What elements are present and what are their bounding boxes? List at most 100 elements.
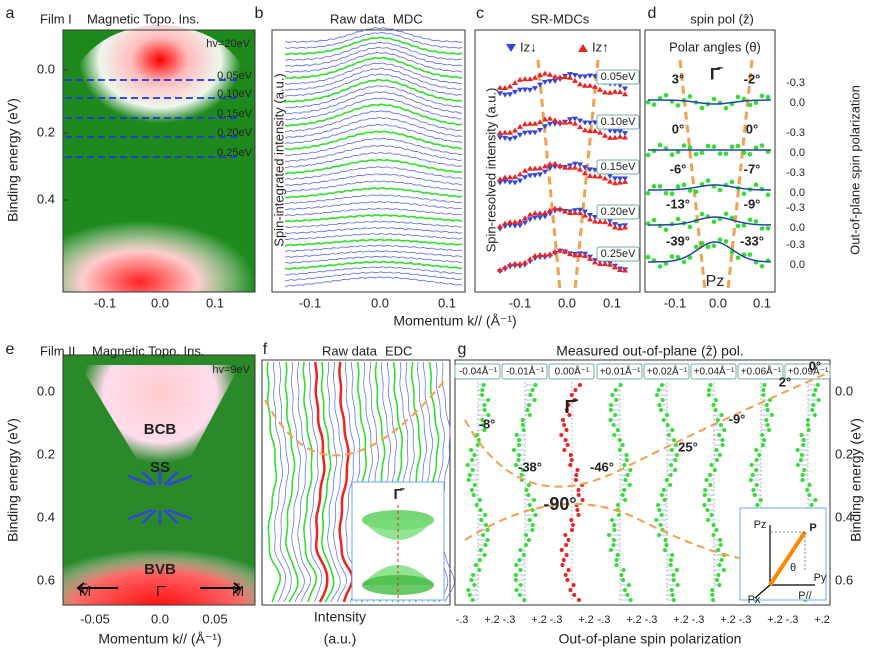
pol-point (533, 513, 538, 517)
pol-point (714, 448, 719, 452)
pol-point (795, 448, 800, 452)
sr-marker (497, 176, 503, 182)
pol-point (681, 182, 687, 187)
pol-point (608, 548, 613, 552)
mdc-curve (284, 32, 463, 49)
pol-point (673, 458, 678, 462)
photon-energy: hv=9eV (212, 364, 250, 376)
sr-marker (587, 172, 593, 178)
pol-point (669, 463, 674, 467)
pol-point (478, 548, 483, 552)
sr-marker (592, 83, 598, 89)
pol-point (711, 523, 716, 527)
pol-point (754, 448, 759, 452)
mdc-curve (284, 250, 463, 258)
pol-point (570, 528, 574, 532)
pol-point (518, 548, 523, 552)
pol-point (662, 498, 667, 502)
pol-point (706, 518, 710, 522)
inset-dash (770, 531, 806, 570)
pol-point (475, 443, 480, 447)
pol-point (673, 468, 678, 472)
sr-marker (512, 223, 518, 229)
sr-marker (552, 73, 558, 79)
sr-marker (527, 76, 533, 82)
sr-marker (602, 132, 608, 138)
pol-point (613, 413, 618, 417)
pol-point (709, 463, 714, 467)
pol-point (619, 573, 624, 577)
pol-point (483, 543, 488, 547)
pol-point (703, 488, 708, 492)
sr-marker (512, 79, 518, 85)
pol-point (571, 583, 576, 587)
pol-point (466, 588, 471, 592)
sr-marker (617, 225, 623, 231)
pol-point (482, 553, 487, 557)
pol-point (561, 558, 566, 562)
y-tick-label: -0.3 (786, 202, 805, 214)
sr-marker (582, 170, 588, 176)
mdc-curve (284, 244, 463, 253)
pol-point (687, 188, 693, 193)
sr-marker (537, 72, 543, 78)
pol-point (699, 211, 705, 217)
panel-letter: c (476, 5, 484, 22)
pol-point (713, 408, 718, 412)
cut-box (596, 246, 640, 262)
pol-fit (648, 216, 771, 226)
pol-point (735, 255, 741, 261)
sr-marker (567, 119, 573, 125)
pol-point (752, 493, 757, 497)
sr-marker (552, 78, 558, 84)
sr-marker (607, 221, 613, 227)
pol-point (693, 152, 699, 157)
pol-point (712, 468, 717, 472)
pol-point (798, 458, 803, 462)
sr-marker (497, 91, 503, 97)
angle-label: -33° (740, 233, 764, 248)
cut-label: 0.10eV (601, 116, 637, 128)
pol-point (765, 94, 771, 100)
sr-marker (592, 259, 598, 265)
pol-point (563, 573, 568, 577)
x-tick-label: +.2 (720, 614, 736, 626)
pol-point (628, 468, 633, 472)
panel-title: Raw data (330, 11, 386, 26)
arrow-left (76, 582, 118, 594)
x-tick-label: -.3 (739, 614, 752, 626)
arpes-a-upper (70, 25, 250, 165)
pol-point (673, 443, 678, 447)
pol-point (516, 458, 521, 462)
pol-point (564, 428, 569, 432)
sr-marker (532, 130, 538, 136)
y-tick-label: 0.6 (37, 572, 55, 587)
pol-point (699, 150, 705, 156)
pol-point (611, 543, 616, 547)
pol-point (527, 413, 532, 417)
pol-point (702, 493, 707, 497)
sr-marker (517, 178, 523, 184)
angle-label: -9° (729, 411, 746, 426)
pol-point (681, 259, 687, 265)
arpes-e-lower (63, 525, 255, 605)
pol-point (705, 508, 710, 512)
x-tick-label: +.2 (673, 614, 689, 626)
pol-point (675, 583, 680, 587)
pol-point (755, 503, 760, 507)
pol-point (568, 463, 573, 467)
pol-point (477, 498, 482, 502)
pol-point (754, 458, 759, 462)
sr-marker (522, 121, 528, 127)
pol-point (521, 428, 526, 432)
mdc-curve (284, 173, 463, 187)
sr-marker (542, 252, 548, 258)
pol-point (618, 383, 623, 387)
sr-marker (567, 164, 573, 170)
y-tick-label: 0.0 (790, 147, 805, 159)
pol-point (671, 573, 676, 577)
x-tick-label: -.3 (645, 614, 658, 626)
pol-point (527, 538, 531, 542)
pol-point (657, 508, 662, 512)
sr-marker (587, 128, 593, 134)
